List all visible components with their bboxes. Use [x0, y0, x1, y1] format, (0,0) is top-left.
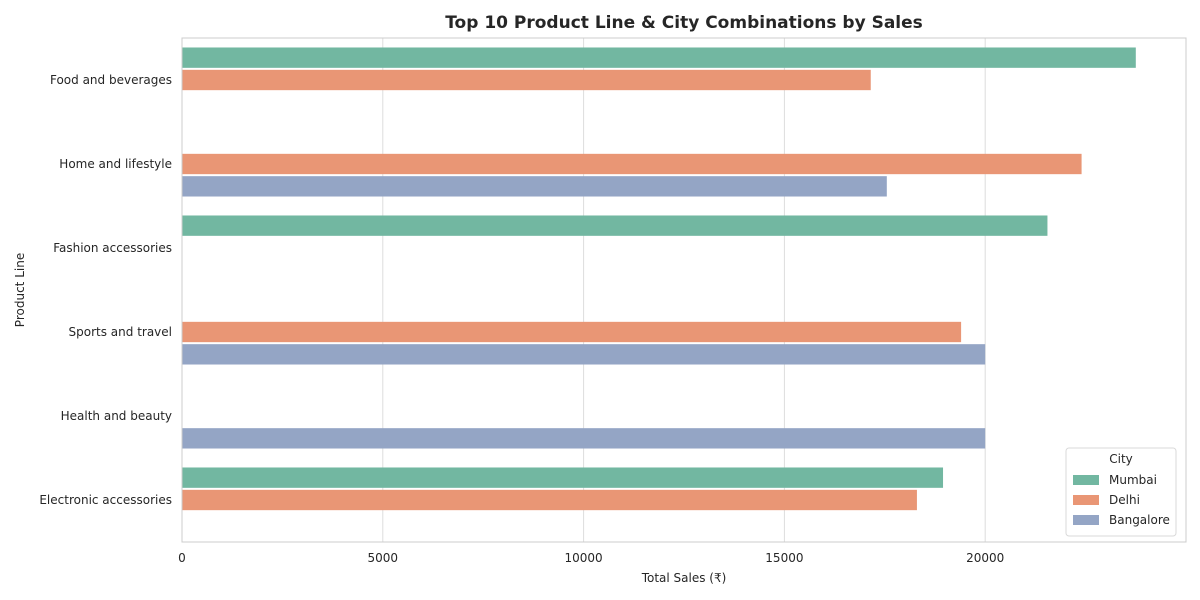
legend-swatch-bangalore [1073, 515, 1099, 525]
bar-bangalore-4 [182, 428, 986, 449]
legend-swatch-mumbai [1073, 475, 1099, 485]
legend-label-mumbai: Mumbai [1109, 473, 1157, 487]
bar-delhi-3 [182, 321, 962, 343]
chart-title: Top 10 Product Line & City Combinations … [445, 13, 923, 33]
plot-frame [181, 37, 1187, 543]
x-tick-label: 0 [178, 551, 186, 565]
bar-bangalore-3 [182, 344, 986, 365]
legend-swatch-delhi [1073, 495, 1099, 505]
bar-delhi-1 [182, 153, 1082, 175]
y-tick-label: Sports and travel [69, 325, 172, 339]
x-tick-label: 15000 [765, 551, 803, 565]
y-tick-label: Health and beauty [61, 409, 172, 423]
bar-delhi-0 [182, 69, 871, 91]
x-tick-label: 5000 [368, 551, 399, 565]
bar-mumbai-0 [182, 47, 1136, 68]
bar-bangalore-1 [182, 176, 887, 197]
legend-title: City [1109, 452, 1133, 466]
legend-label-bangalore: Bangalore [1109, 513, 1170, 527]
legend-label-delhi: Delhi [1109, 493, 1140, 507]
y-axis-label: Product Line [13, 253, 27, 327]
x-ticks: 0 5000 10000 15000 20000 [178, 551, 1004, 565]
bar-mumbai-5 [182, 467, 944, 488]
x-axis-label: Total Sales (₹) [641, 571, 727, 585]
y-tick-label: Fashion accessories [53, 241, 172, 255]
y-tick-label: Electronic accessories [39, 493, 172, 507]
legend: City Mumbai Delhi Bangalore [1065, 447, 1177, 537]
bar-delhi-5 [182, 489, 917, 511]
y-tick-label: Home and lifestyle [59, 157, 172, 171]
y-ticks: Food and beverages Home and lifestyle Fash… [39, 73, 172, 507]
bars-layer [182, 47, 1136, 511]
y-tick-label: Food and beverages [50, 73, 172, 87]
legend-items: Mumbai Delhi Bangalore [1073, 473, 1170, 527]
bar-mumbai-2 [182, 215, 1048, 236]
x-tick-label: 10000 [565, 551, 603, 565]
legend-box [1065, 447, 1177, 537]
x-tick-label: 20000 [966, 551, 1004, 565]
